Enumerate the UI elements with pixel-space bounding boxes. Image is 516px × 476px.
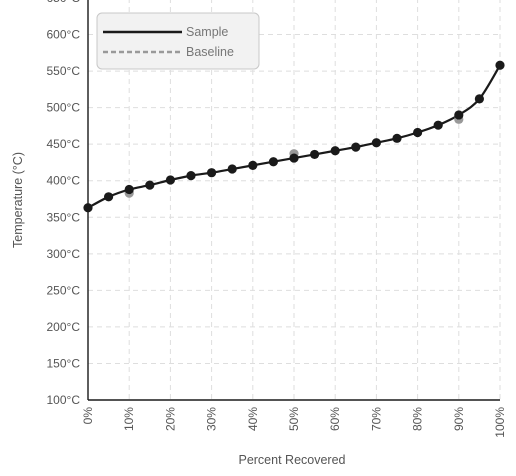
- sample-point-100: [495, 60, 505, 70]
- y-tick-label-250: 250°C: [47, 283, 81, 297]
- sample-point-50: [289, 153, 299, 163]
- legend-box: [96, 12, 260, 70]
- sample-point-90: [454, 110, 464, 120]
- x-tick-label-90: 90%: [452, 407, 466, 431]
- sample-point-0: [83, 203, 93, 213]
- x-tick-label-20: 20%: [163, 407, 177, 431]
- sample-point-20: [165, 175, 175, 185]
- sample-point-45: [268, 157, 278, 167]
- y-tick-label-300: 300°C: [47, 247, 81, 261]
- x-tick-label-80: 80%: [411, 407, 425, 431]
- sample-point-55: [310, 149, 320, 160]
- sample-point-85: [433, 120, 443, 130]
- sample-point-70: [371, 138, 381, 148]
- y-tick-label-400: 400°C: [47, 174, 81, 188]
- sample-point-65: [351, 142, 361, 152]
- x-tick-label-50: 50%: [287, 407, 301, 431]
- y-tick-label-450: 450°C: [47, 137, 81, 151]
- legend-label-sample: Sample: [186, 25, 228, 39]
- y-axis-label: Temperature (°C): [11, 152, 25, 248]
- y-tick-labels: 100°C 150°C 200°C 250°C 300°C 350°C 400°C 450°C…: [47, 0, 81, 407]
- sample-point-30: [207, 168, 217, 178]
- y-tick-label-500: 500°C: [47, 101, 81, 115]
- x-tick-label-40: 40%: [246, 407, 260, 431]
- x-tick-label-10: 10%: [122, 407, 136, 431]
- legend-label-baseline: Baseline: [186, 45, 234, 59]
- sample-point-40: [248, 160, 258, 170]
- series: [83, 60, 505, 213]
- x-tick-label-0: 0%: [81, 407, 95, 425]
- y-tick-label-150: 150°C: [47, 356, 81, 370]
- x-tick-label-30: 30%: [205, 407, 219, 431]
- x-tick-label-100: 100%: [493, 407, 507, 438]
- x-tick-label-60: 60%: [328, 407, 342, 431]
- sample-point-35: [227, 164, 237, 174]
- sample-point-95: [474, 94, 484, 104]
- y-tick-label-600: 600°C: [47, 28, 81, 42]
- sample-point-25: [186, 171, 196, 181]
- sample-point-10: [124, 184, 134, 195]
- axes: [87, 0, 500, 401]
- y-tick-label-550: 550°C: [47, 64, 81, 78]
- y-tick-label-200: 200°C: [47, 320, 81, 334]
- x-tick-labels: 0% 10% 20% 30% 40% 50% 60% 70% 80% 90% 100%: [81, 407, 507, 438]
- y-tick-label-650: 650°C: [47, 0, 81, 5]
- legend: Sample Baseline: [96, 12, 260, 70]
- y-tick-label-350: 350°C: [47, 210, 81, 224]
- sample-point-5: [104, 192, 114, 202]
- x-axis-label: Percent Recovered: [238, 453, 345, 467]
- sample-point-15: [145, 180, 155, 190]
- sample-point-80: [413, 127, 423, 138]
- y-tick-label-100: 100°C: [47, 393, 81, 407]
- sample-point-60: [330, 146, 340, 156]
- sample-point-75: [392, 133, 402, 143]
- x-tick-label-70: 70%: [369, 407, 383, 431]
